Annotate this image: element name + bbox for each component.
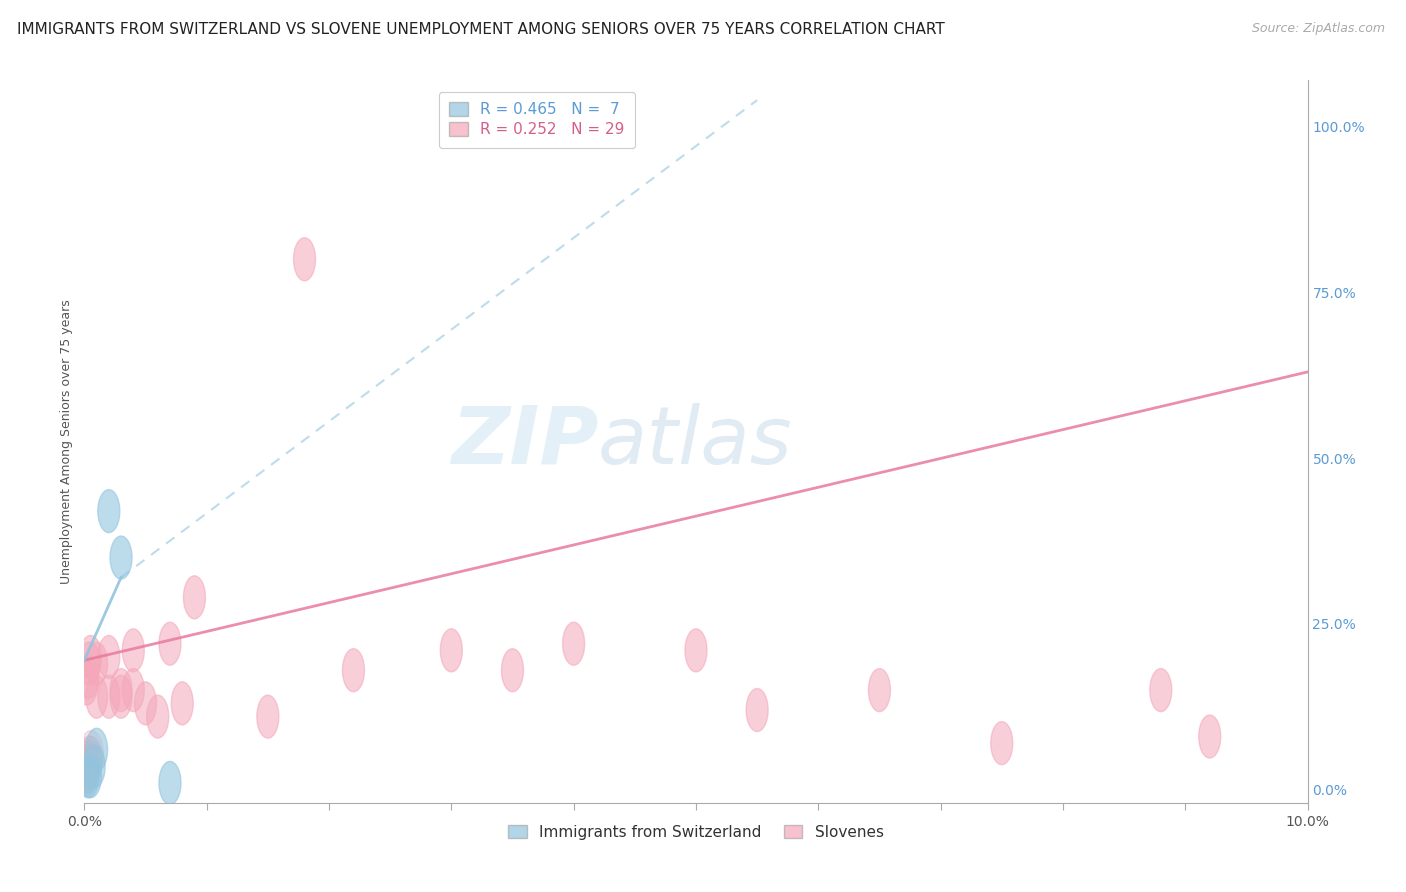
Ellipse shape: [79, 731, 103, 777]
Ellipse shape: [1199, 715, 1220, 758]
Ellipse shape: [172, 681, 193, 725]
Ellipse shape: [110, 669, 132, 712]
Ellipse shape: [502, 648, 523, 692]
Ellipse shape: [122, 629, 145, 672]
Ellipse shape: [991, 722, 1012, 764]
Ellipse shape: [110, 536, 132, 579]
Ellipse shape: [110, 675, 132, 718]
Ellipse shape: [76, 743, 100, 789]
Ellipse shape: [562, 623, 585, 665]
Ellipse shape: [77, 656, 98, 698]
Ellipse shape: [747, 689, 768, 731]
Ellipse shape: [159, 762, 181, 805]
Ellipse shape: [1150, 669, 1171, 712]
Ellipse shape: [83, 745, 105, 788]
Ellipse shape: [86, 642, 108, 685]
Ellipse shape: [77, 739, 101, 786]
Y-axis label: Unemployment Among Seniors over 75 years: Unemployment Among Seniors over 75 years: [60, 299, 73, 584]
Ellipse shape: [343, 648, 364, 692]
Ellipse shape: [79, 642, 100, 685]
Ellipse shape: [77, 755, 98, 797]
Text: atlas: atlas: [598, 402, 793, 481]
Text: IMMIGRANTS FROM SWITZERLAND VS SLOVENE UNEMPLOYMENT AMONG SENIORS OVER 75 YEARS : IMMIGRANTS FROM SWITZERLAND VS SLOVENE U…: [17, 22, 945, 37]
Ellipse shape: [86, 675, 108, 718]
Text: ZIP: ZIP: [451, 402, 598, 481]
Ellipse shape: [73, 750, 98, 797]
Ellipse shape: [79, 737, 103, 783]
Ellipse shape: [122, 669, 145, 712]
Ellipse shape: [685, 629, 707, 672]
Ellipse shape: [146, 695, 169, 739]
Ellipse shape: [159, 623, 181, 665]
Ellipse shape: [73, 747, 98, 793]
Ellipse shape: [80, 635, 101, 679]
Ellipse shape: [75, 747, 98, 793]
Ellipse shape: [98, 490, 120, 533]
Ellipse shape: [183, 575, 205, 619]
Text: Source: ZipAtlas.com: Source: ZipAtlas.com: [1251, 22, 1385, 36]
Ellipse shape: [80, 755, 101, 797]
Ellipse shape: [257, 695, 278, 739]
Ellipse shape: [86, 728, 108, 772]
Ellipse shape: [76, 662, 98, 705]
Ellipse shape: [869, 669, 890, 712]
Legend: Immigrants from Switzerland, Slovenes: Immigrants from Switzerland, Slovenes: [502, 819, 890, 846]
Ellipse shape: [135, 681, 156, 725]
Ellipse shape: [77, 736, 101, 782]
Ellipse shape: [98, 635, 120, 679]
Ellipse shape: [98, 675, 120, 718]
Ellipse shape: [75, 741, 100, 788]
Ellipse shape: [440, 629, 463, 672]
Ellipse shape: [294, 237, 315, 281]
